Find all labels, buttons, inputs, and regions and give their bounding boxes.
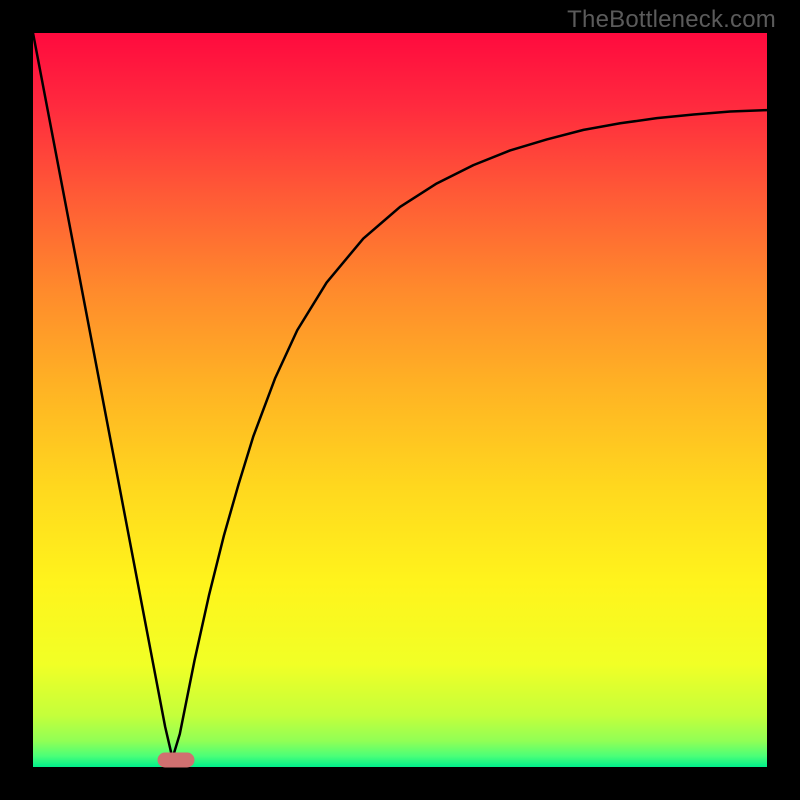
chart-frame: TheBottleneck.com [0, 0, 800, 800]
minimum-marker [158, 752, 195, 767]
bottleneck-curve [33, 33, 767, 767]
plot-area [33, 33, 767, 767]
watermark-text: TheBottleneck.com [567, 6, 776, 34]
